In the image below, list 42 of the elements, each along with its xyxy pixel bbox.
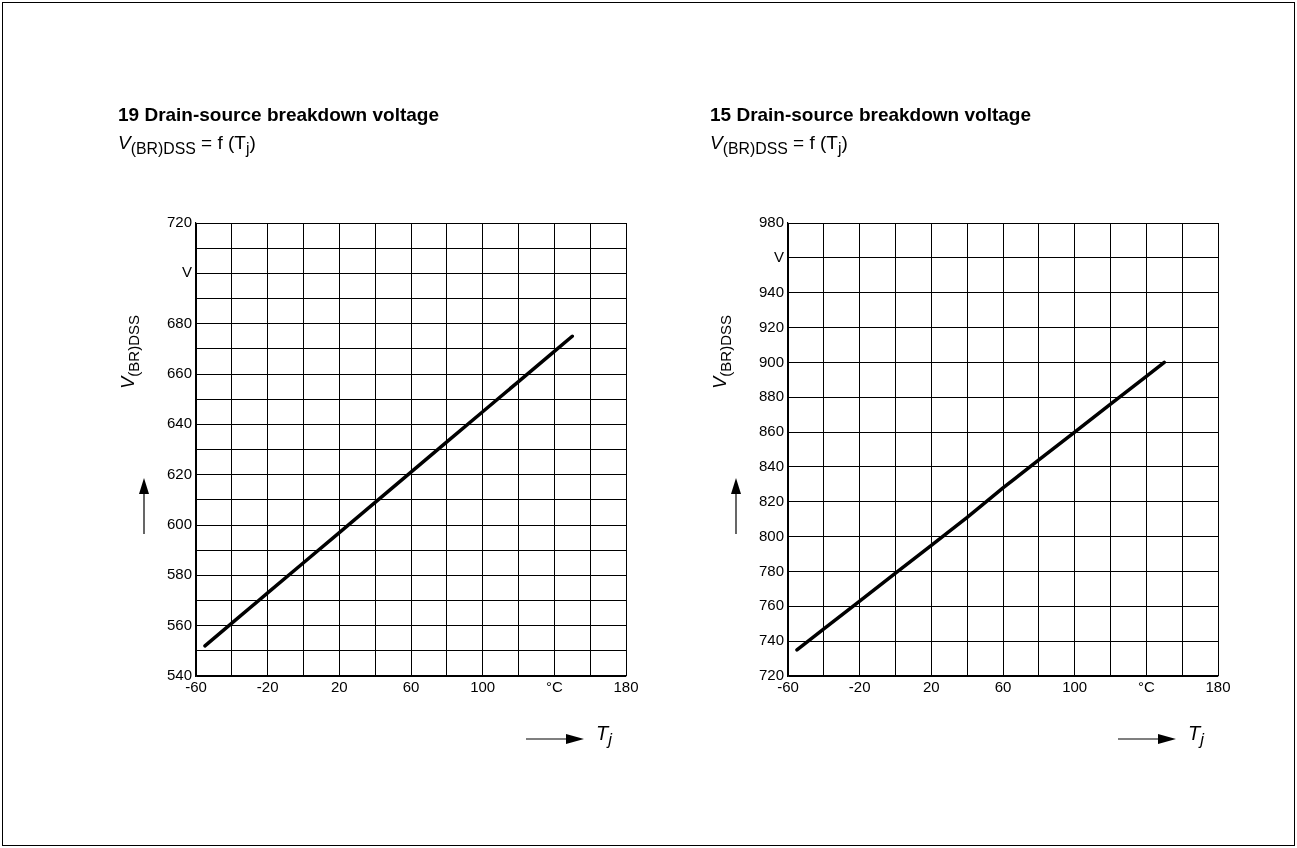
y-tick-label: 640	[166, 414, 192, 432]
chart-title: 15 Drain-source breakdown voltage	[710, 104, 1031, 126]
y-tick-label: 780	[758, 561, 784, 579]
x-tick-label: °C	[545, 678, 563, 696]
x-tick-label: -20	[848, 678, 871, 696]
y-tick-label: 660	[166, 364, 192, 382]
y-tick-label: 760	[758, 596, 784, 614]
x-tick-label: 60	[994, 678, 1012, 696]
x-tick-label: -20	[256, 678, 279, 696]
x-tick-label: 20	[330, 678, 348, 696]
chart-title: 19 Drain-source breakdown voltage	[118, 104, 439, 126]
y-tick-label: 680	[166, 313, 192, 331]
x-tick-label: 100	[1062, 678, 1088, 696]
y-tick-label: 920	[758, 317, 784, 335]
x-tick-label: 20	[922, 678, 940, 696]
x-tick-label: 180	[613, 678, 639, 696]
y-tick-label: 560	[166, 615, 192, 633]
y-tick-label: 720	[166, 213, 192, 231]
y-tick-label: 940	[758, 282, 784, 300]
x-axis-title: T$_{j}$	[1188, 722, 1204, 750]
y-tick-label: 980	[758, 213, 784, 231]
y-tick-label: 820	[758, 491, 784, 509]
x-tick-label: 100	[470, 678, 496, 696]
y-tick-label: 540	[166, 666, 192, 684]
y-tick-label: 580	[166, 565, 192, 583]
y-tick-label: 800	[758, 526, 784, 544]
x-tick-label: °C	[1137, 678, 1155, 696]
chart-subtitle: V$_{(BR)DSS}$ = f (T$_{j}$)	[710, 132, 848, 158]
y-tick-label: 720	[758, 666, 784, 684]
y-tick-label: 880	[758, 387, 784, 405]
y-tick-label: 840	[758, 457, 784, 475]
x-axis-title: T$_{j}$	[596, 722, 612, 750]
y-tick-label: 620	[166, 464, 192, 482]
y-tick-label: 860	[758, 422, 784, 440]
y-tick-label: 600	[166, 515, 192, 533]
x-tick-label: 60	[402, 678, 420, 696]
y-tick-label: V	[773, 247, 784, 265]
y-tick-label: 740	[758, 631, 784, 649]
y-tick-label: V	[181, 263, 192, 281]
x-tick-label: 180	[1205, 678, 1231, 696]
y-tick-label: 900	[758, 352, 784, 370]
chart-subtitle: V$_{(BR)DSS}$ = f (T$_{j}$)	[118, 132, 256, 158]
